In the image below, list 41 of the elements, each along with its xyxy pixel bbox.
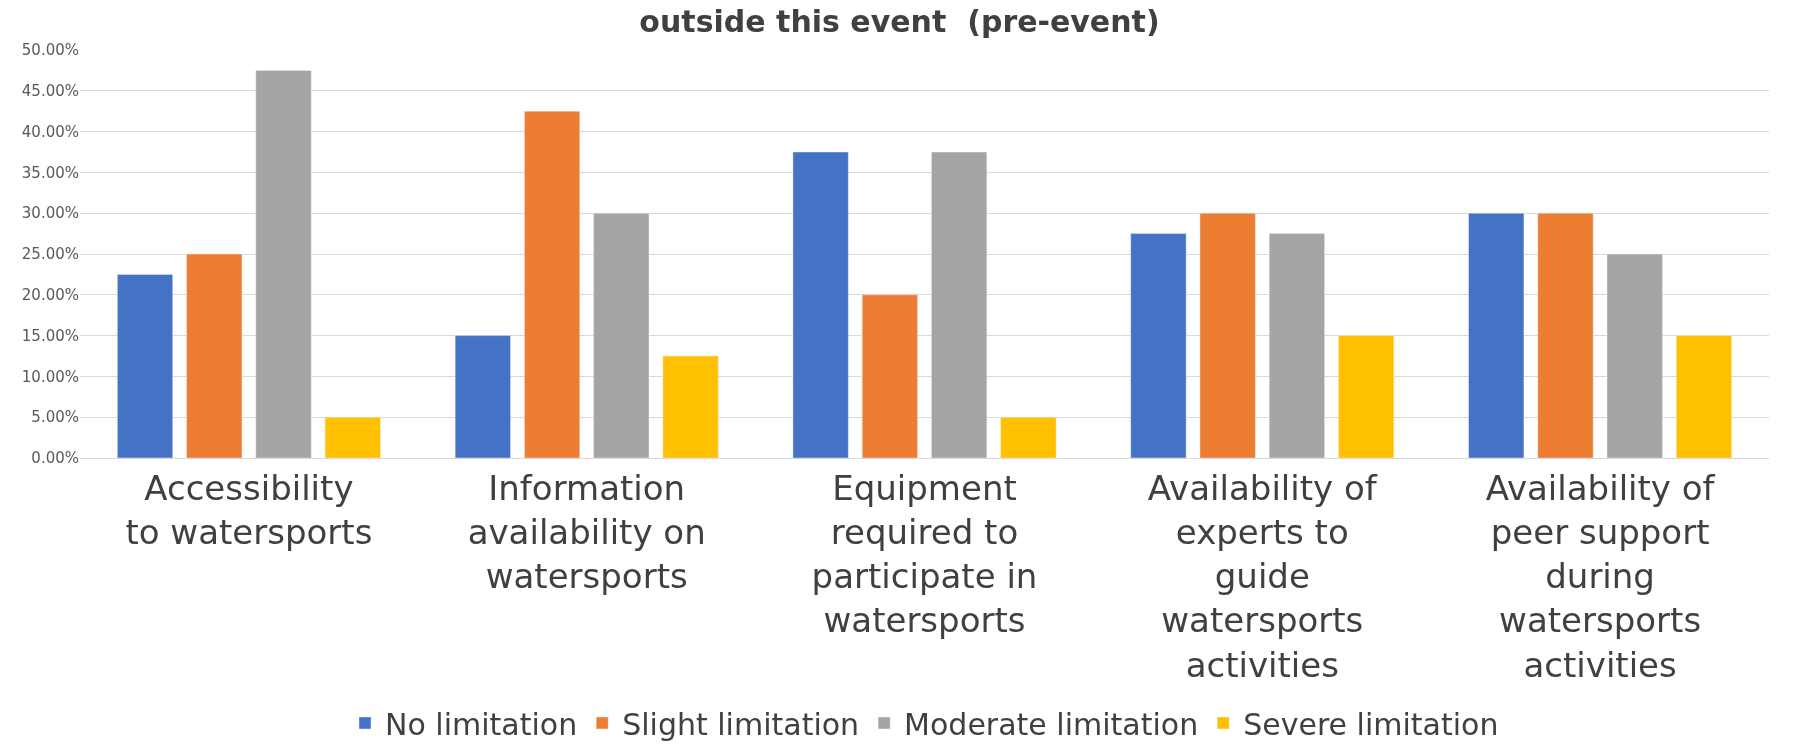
y-tick-label: 20.00%: [21, 286, 79, 305]
legend-label: No limitation: [385, 706, 578, 742]
bar: [186, 253, 243, 458]
y-tick-label: 40.00%: [21, 122, 79, 141]
bar: [1676, 335, 1732, 458]
bar: [792, 151, 849, 458]
bar: [524, 110, 581, 458]
bar: [1606, 253, 1663, 458]
y-tick-label: 35.00%: [21, 163, 79, 182]
bar: [1537, 212, 1594, 458]
bar: [454, 335, 511, 458]
bar: [1268, 233, 1325, 458]
y-tick-label: 10.00%: [21, 367, 79, 386]
chart-title: outside this event (pre-event): [639, 4, 1160, 40]
bar: [1130, 233, 1187, 458]
bar: [861, 294, 918, 458]
bar: [1000, 416, 1057, 458]
y-tick-label: 25.00%: [21, 245, 79, 264]
bar: [255, 70, 312, 458]
x-tick-label: Accessibility to watersports: [125, 467, 373, 552]
bar: [662, 355, 719, 458]
legend-label: Moderate limitation: [904, 706, 1199, 742]
bar: [1199, 212, 1256, 458]
y-tick-label: 0.00%: [31, 449, 79, 468]
y-tick-label: 5.00%: [31, 408, 79, 427]
x-tick-label: Information availability on watersports: [467, 467, 706, 597]
y-tick-label: 15.00%: [21, 326, 79, 345]
y-tick-label: 50.00%: [21, 41, 79, 60]
legend-label: Slight limitation: [622, 706, 860, 742]
x-tick-label: Availability of experts to guide watersports activities: [1147, 467, 1378, 685]
bar: [324, 416, 381, 458]
bar: [593, 212, 650, 458]
x-tick-label: Equipment required to participate in watersports: [811, 467, 1038, 641]
legend-label: Severe limitation: [1243, 706, 1499, 742]
bar: [1338, 335, 1395, 458]
bar: [931, 151, 988, 458]
x-tick-label: Availability of peer support during watersports activities: [1485, 467, 1716, 685]
bar: [1468, 212, 1525, 458]
y-tick-label: 45.00%: [21, 82, 79, 101]
bar: [117, 274, 173, 458]
y-tick-label: 30.00%: [21, 204, 79, 223]
